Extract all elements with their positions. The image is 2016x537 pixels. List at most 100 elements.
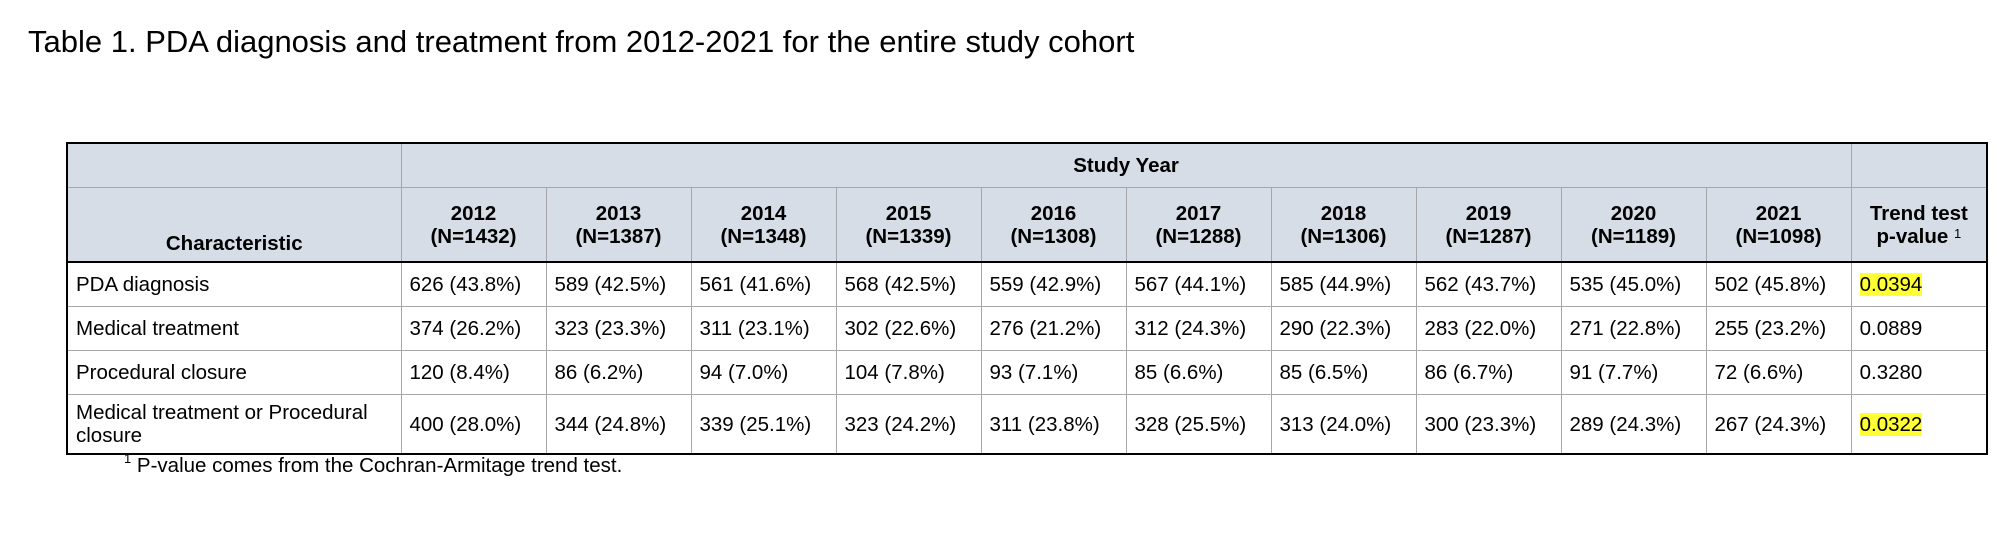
cell-2015: 104 (7.8%) [835, 350, 982, 395]
year-header-2020: 2020 (N=1189) [1560, 187, 1707, 263]
table-body: PDA diagnosis 626 (43.8%) 589 (42.5%) 561 (… [66, 261, 1988, 455]
cell-2017: 328 (25.5%) [1125, 394, 1272, 455]
pvalue-cell: 0.0889 [1850, 306, 1988, 351]
cell-2019: 283 (22.0%) [1415, 306, 1562, 351]
year-header-2019: 2019 (N=1287) [1415, 187, 1562, 263]
year-label: 2017 [1175, 201, 1222, 225]
year-header-2015: 2015 (N=1339) [835, 187, 982, 263]
table-row: Procedural closure 120 (8.4%) 86 (6.2%) 94 … [66, 350, 1988, 395]
table-row: PDA diagnosis 626 (43.8%) 589 (42.5%) 561 (… [66, 261, 1988, 307]
cell-2018: 85 (6.5%) [1270, 350, 1417, 395]
cell-2016: 93 (7.1%) [980, 350, 1127, 395]
pvalue-header-line1: Trend test [1869, 201, 1968, 225]
year-header-2013: 2013 (N=1387) [545, 187, 692, 263]
cell-2016: 311 (23.8%) [980, 394, 1127, 455]
cell-2013: 86 (6.2%) [545, 350, 692, 395]
group-header-row: Study Year [66, 142, 1988, 188]
cell-2018: 585 (44.9%) [1270, 261, 1417, 307]
cell-2014: 311 (23.1%) [690, 306, 837, 351]
year-label: 2015 [885, 201, 932, 225]
year-header-2021: 2021 (N=1098) [1705, 187, 1852, 263]
group-header-blank [66, 142, 402, 188]
year-label: 2018 [1320, 201, 1367, 225]
year-n-label: (N=1308) [1010, 224, 1097, 248]
cell-2015: 568 (42.5%) [835, 261, 982, 307]
year-header-2016: 2016 (N=1308) [980, 187, 1127, 263]
cell-2017: 85 (6.6%) [1125, 350, 1272, 395]
cell-2018: 313 (24.0%) [1270, 394, 1417, 455]
data-table: Study Year Characteristic 2012 (N=1432) 20… [66, 142, 1989, 455]
cell-2016: 559 (42.9%) [980, 261, 1127, 307]
year-header-2017: 2017 (N=1288) [1125, 187, 1272, 263]
year-n-label: (N=1189) [1591, 224, 1676, 248]
cell-2012: 400 (28.0%) [400, 394, 547, 455]
pvalue-highlighted: 0.0322 [1859, 412, 1923, 436]
cell-2021: 267 (24.3%) [1705, 394, 1852, 455]
cell-2016: 276 (21.2%) [980, 306, 1127, 351]
study-year-header: Study Year [400, 142, 1852, 188]
year-label: 2021 [1755, 201, 1802, 225]
cell-2017: 567 (44.1%) [1125, 261, 1272, 307]
cell-2021: 72 (6.6%) [1705, 350, 1852, 395]
year-n-label: (N=1339) [865, 224, 952, 248]
year-n-label: (N=1287) [1445, 224, 1532, 248]
year-n-label: (N=1387) [575, 224, 662, 248]
year-label: 2013 [595, 201, 642, 225]
pvalue-cell: 0.0394 [1850, 261, 1988, 307]
footnote-text: P-value comes from the Cochran-Armitage … [131, 454, 623, 477]
cell-2015: 302 (22.6%) [835, 306, 982, 351]
pvalue-highlighted: 0.0394 [1859, 273, 1923, 296]
cell-2017: 312 (24.3%) [1125, 306, 1272, 351]
cell-2013: 589 (42.5%) [545, 261, 692, 307]
cell-2019: 86 (6.7%) [1415, 350, 1562, 395]
cell-2012: 626 (43.8%) [400, 261, 547, 307]
table-row: Medical treatment 374 (26.2%) 323 (23.3%) 3… [66, 306, 1988, 351]
pvalue-header-line2: p-value [1876, 224, 1949, 248]
cell-2020: 289 (24.3%) [1560, 394, 1707, 455]
footnote-marker: 1 [124, 451, 132, 466]
year-n-label: (N=1288) [1155, 224, 1242, 248]
cell-2020: 271 (22.8%) [1560, 306, 1707, 351]
cell-2020: 91 (7.7%) [1560, 350, 1707, 395]
pvalue-group-blank [1850, 142, 1988, 188]
pvalue-cell: 0.0322 [1850, 394, 1988, 455]
cell-2019: 300 (23.3%) [1415, 394, 1562, 455]
cell-2014: 339 (25.1%) [690, 394, 837, 455]
year-header-2012: 2012 (N=1432) [400, 187, 547, 263]
cell-2012: 374 (26.2%) [400, 306, 547, 351]
table-row: Medical treatment or Procedural closure 4… [66, 394, 1988, 455]
year-n-label: (N=1348) [720, 224, 807, 248]
pvalue-cell: 0.3280 [1850, 350, 1988, 395]
table-title: Table 1. PDA diagnosis and treatment fro… [28, 24, 1135, 59]
year-label: 2012 [450, 201, 497, 225]
cell-2014: 561 (41.6%) [690, 261, 837, 307]
cell-2021: 255 (23.2%) [1705, 306, 1852, 351]
pvalue-value: 0.0889 [1859, 317, 1923, 340]
pvalue-footnote-marker: 1 [1953, 225, 1962, 241]
cell-2020: 535 (45.0%) [1560, 261, 1707, 307]
cell-2014: 94 (7.0%) [690, 350, 837, 395]
cell-2018: 290 (22.3%) [1270, 306, 1417, 351]
year-label: 2014 [740, 201, 787, 225]
year-label: 2020 [1610, 201, 1657, 225]
table-container: Study Year Characteristic 2012 (N=1432) 20… [66, 142, 1989, 455]
cell-2012: 120 (8.4%) [400, 350, 547, 395]
cell-2019: 562 (43.7%) [1415, 261, 1562, 307]
row-characteristic: Medical treatment [66, 306, 402, 351]
column-header-row: Characteristic 2012 (N=1432) 2013 (N=1387) 2… [66, 187, 1988, 263]
cell-2015: 323 (24.2%) [835, 394, 982, 455]
row-characteristic: PDA diagnosis [66, 261, 402, 307]
year-header-2018: 2018 (N=1306) [1270, 187, 1417, 263]
row-characteristic: Procedural closure [66, 350, 402, 395]
pvalue-value: 0.3280 [1859, 361, 1923, 384]
year-n-label: (N=1306) [1300, 224, 1387, 248]
row-characteristic: Medical treatment or Procedural closure [66, 394, 402, 455]
year-n-label: (N=1432) [430, 224, 517, 248]
cell-2021: 502 (45.8%) [1705, 261, 1852, 307]
footnote: 1 P-value comes from the Cochran-Armitag… [124, 451, 623, 478]
pvalue-header: Trend test p-value 1 [1850, 187, 1988, 263]
cell-2013: 344 (24.8%) [545, 394, 692, 455]
year-label: 2016 [1030, 201, 1077, 225]
characteristic-header: Characteristic [66, 187, 402, 263]
cell-2013: 323 (23.3%) [545, 306, 692, 351]
